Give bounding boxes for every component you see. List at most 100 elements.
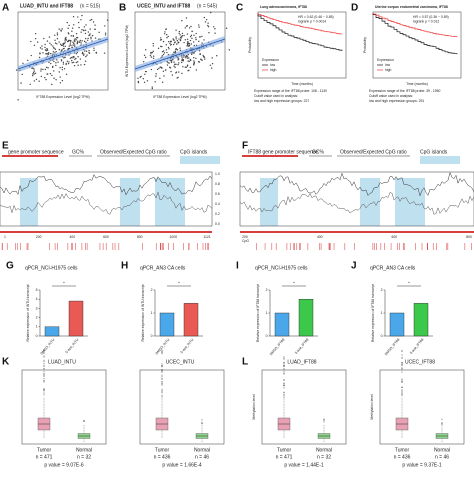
point bbox=[170, 59, 172, 62]
point bbox=[44, 46, 46, 49]
cpg-island bbox=[20, 178, 38, 226]
point bbox=[191, 30, 193, 33]
legend-entry: low bbox=[270, 63, 276, 67]
point bbox=[214, 32, 216, 34]
point bbox=[169, 44, 172, 46]
point bbox=[182, 58, 185, 61]
point bbox=[183, 56, 185, 58]
point bbox=[61, 28, 63, 30]
x-tick-label: 400 bbox=[317, 235, 323, 239]
sample-size: n = 46 bbox=[195, 454, 209, 460]
significance: * bbox=[408, 281, 410, 286]
point bbox=[85, 37, 87, 40]
point bbox=[63, 68, 66, 70]
point bbox=[179, 49, 182, 52]
point bbox=[65, 39, 68, 41]
point bbox=[71, 27, 74, 29]
point bbox=[162, 50, 165, 52]
point bbox=[69, 43, 71, 45]
point bbox=[47, 53, 50, 56]
point bbox=[199, 53, 201, 56]
group-label: Normal bbox=[76, 447, 92, 453]
point bbox=[201, 35, 203, 38]
point bbox=[56, 59, 58, 61]
chart-title: qPCR_AN3 CA cells bbox=[140, 265, 186, 271]
point bbox=[181, 56, 183, 58]
point bbox=[159, 77, 161, 80]
point bbox=[67, 47, 70, 50]
x-tick-label: 1121 bbox=[203, 235, 210, 239]
p-value: p value = 1.44E-1 bbox=[284, 462, 324, 468]
point bbox=[59, 66, 61, 69]
point bbox=[42, 68, 44, 71]
outlier bbox=[401, 349, 403, 352]
sample-size: n = 471 bbox=[36, 454, 53, 460]
outlier bbox=[201, 422, 203, 425]
panel-label: L bbox=[242, 357, 248, 368]
x-tick-label: 5-aza_IFT88 bbox=[294, 338, 309, 355]
point bbox=[152, 42, 154, 45]
point bbox=[175, 29, 177, 31]
point bbox=[151, 87, 154, 90]
point bbox=[139, 76, 141, 78]
outlier bbox=[43, 355, 45, 357]
y-label: Relative expression of INTU transcript bbox=[26, 284, 30, 341]
point bbox=[161, 45, 163, 48]
point bbox=[213, 26, 215, 28]
plot-frame bbox=[0, 171, 213, 227]
fit-line bbox=[17, 38, 109, 70]
outlier bbox=[161, 352, 163, 355]
point bbox=[17, 99, 19, 101]
point bbox=[72, 34, 74, 37]
point bbox=[41, 48, 43, 50]
point bbox=[44, 49, 47, 51]
plot-frame bbox=[379, 369, 465, 445]
point bbox=[183, 34, 185, 37]
outlier bbox=[401, 392, 403, 395]
point bbox=[83, 63, 86, 66]
point bbox=[62, 43, 64, 45]
point bbox=[152, 57, 155, 59]
point bbox=[61, 44, 63, 47]
point bbox=[50, 62, 52, 65]
point bbox=[187, 70, 189, 72]
point bbox=[207, 22, 209, 24]
point bbox=[81, 40, 83, 42]
point bbox=[43, 37, 45, 40]
point bbox=[178, 58, 180, 60]
point bbox=[83, 26, 85, 28]
y-tick-label: 0.4 bbox=[215, 202, 220, 206]
point bbox=[63, 47, 65, 50]
point bbox=[169, 42, 171, 45]
point bbox=[144, 56, 147, 59]
y-label: Relative expression of IFT88 transcript bbox=[371, 284, 375, 342]
point bbox=[87, 39, 89, 42]
point bbox=[178, 30, 181, 33]
outlier bbox=[401, 381, 403, 383]
point bbox=[166, 64, 169, 66]
outlier bbox=[161, 365, 163, 367]
y-tick-label: 0.0 bbox=[215, 222, 220, 226]
point bbox=[185, 66, 187, 68]
x-tick-label: 1 bbox=[4, 235, 6, 239]
point bbox=[198, 40, 200, 43]
plot-frame bbox=[134, 11, 226, 91]
outlier bbox=[43, 388, 45, 390]
point bbox=[81, 29, 83, 31]
outlier bbox=[43, 365, 45, 367]
y-label: INTU Expression Level (log2 TPM) bbox=[125, 25, 129, 77]
track-line bbox=[239, 171, 474, 197]
point bbox=[53, 77, 55, 79]
outlier bbox=[283, 364, 285, 367]
point bbox=[61, 79, 64, 82]
point bbox=[98, 31, 100, 34]
legend-swatch bbox=[180, 156, 220, 164]
point bbox=[186, 45, 188, 47]
point bbox=[72, 16, 75, 18]
point bbox=[63, 57, 65, 59]
point bbox=[76, 36, 78, 39]
outlier bbox=[43, 374, 45, 376]
point bbox=[150, 56, 153, 58]
point bbox=[69, 57, 72, 59]
point bbox=[68, 24, 70, 27]
